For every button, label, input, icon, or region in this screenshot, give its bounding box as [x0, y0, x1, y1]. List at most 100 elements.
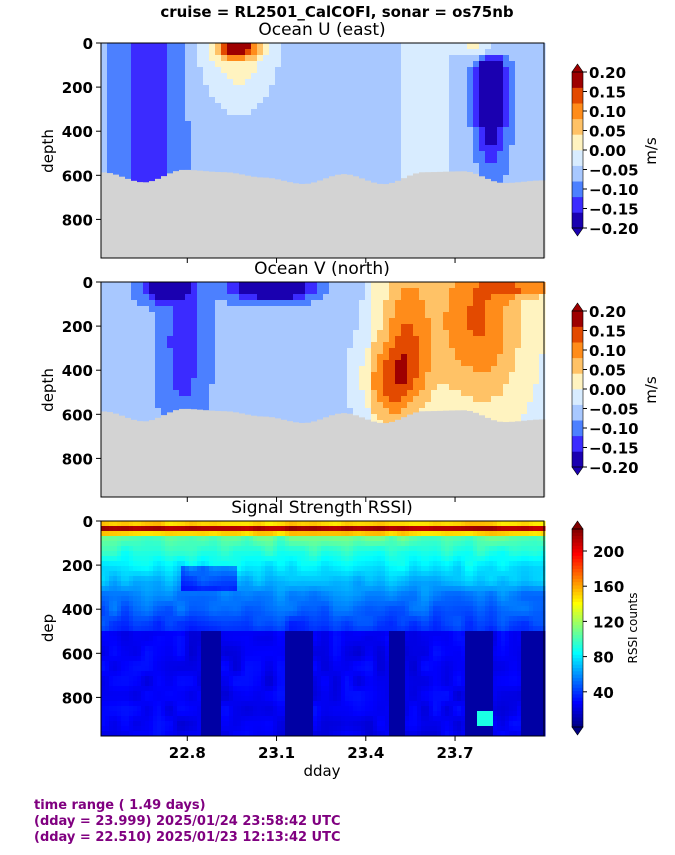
heatmap-cell: [119, 282, 126, 289]
heatmap-cell: [383, 181, 390, 185]
heatmap-cell: [143, 91, 150, 98]
heatmap-cell: [215, 163, 222, 170]
seafloor-fill: [515, 182, 522, 258]
heatmap-cell: [515, 414, 522, 421]
heatmap-cell: [213, 726, 218, 732]
heatmap-cell: [533, 91, 540, 98]
heatmap-cell: [153, 616, 158, 622]
heatmap-cell: [209, 378, 216, 385]
heatmap-cell: [233, 97, 240, 104]
heatmap-cell: [359, 43, 366, 50]
seafloor-fill: [209, 410, 216, 497]
heatmap-cell: [213, 626, 218, 632]
heatmap-cell: [225, 611, 230, 617]
heatmap-cell: [113, 151, 120, 158]
heatmap-cell: [371, 402, 378, 409]
heatmap-cell: [281, 127, 288, 134]
heatmap-cell: [455, 378, 462, 385]
heatmap-cell: [129, 701, 134, 707]
heatmap-cell: [137, 282, 144, 289]
heatmap-cell: [413, 133, 420, 140]
heatmap-cell: [209, 121, 216, 128]
heatmap-cell: [497, 396, 504, 403]
heatmap-cell: [263, 67, 270, 74]
heatmap-cell: [125, 175, 132, 180]
heatmap-cell: [215, 312, 222, 319]
heatmap-cell: [119, 384, 126, 391]
heatmap-cell: [305, 420, 312, 424]
heatmap-cell: [293, 354, 300, 361]
heatmap-cell: [275, 360, 282, 367]
heatmap-cell: [131, 67, 138, 74]
heatmap-cell: [251, 61, 258, 68]
heatmap-cell: [461, 151, 468, 158]
heatmap-cell: [189, 681, 194, 687]
heatmap-cell: [245, 324, 252, 331]
heatmap-cell: [165, 641, 170, 647]
heatmap-cell: [491, 348, 498, 355]
heatmap-cell: [377, 103, 384, 110]
heatmap-cell: [383, 282, 390, 289]
heatmap-cell: [125, 55, 132, 62]
heatmap-cell: [413, 288, 420, 295]
heatmap-cell: [479, 169, 486, 176]
heatmap-cell: [113, 531, 118, 537]
heatmap-cell: [191, 121, 198, 128]
heatmap-cell: [395, 342, 402, 349]
heatmap-cell: [401, 103, 408, 110]
heatmap-cell: [269, 348, 276, 355]
heatmap-cell: [177, 531, 182, 537]
heatmap-cell: [413, 157, 420, 164]
heatmap-cell: [239, 103, 246, 110]
heatmap-cell: [197, 115, 204, 122]
heatmap-cell: [251, 354, 258, 361]
heatmap-cell: [221, 556, 226, 562]
heatmap-cell: [105, 681, 110, 687]
heatmap-cell: [203, 97, 210, 104]
heatmap-cell: [101, 342, 108, 349]
heatmap-cell: [205, 586, 210, 592]
heatmap-cell: [179, 330, 186, 337]
heatmap-cell: [191, 330, 198, 337]
heatmap-cell: [389, 49, 396, 56]
heatmap-cell: [165, 586, 170, 592]
heatmap-cell: [281, 402, 288, 409]
heatmap-cell: [299, 103, 306, 110]
heatmap-cell: [205, 641, 210, 647]
seafloor-fill: [497, 182, 504, 258]
heatmap-cell: [201, 696, 206, 702]
seafloor-fill: [299, 183, 306, 258]
heatmap-cell: [365, 312, 372, 319]
heatmap-cell: [227, 109, 234, 116]
heatmap-cell: [329, 282, 336, 289]
heatmap-cell: [281, 121, 288, 128]
heatmap-cell: [169, 641, 174, 647]
heatmap-cell: [107, 127, 114, 134]
heatmap-cell: [371, 360, 378, 367]
heatmap-cell: [145, 621, 150, 627]
heatmap-cell: [201, 666, 206, 672]
heatmap-cell: [157, 561, 162, 567]
heatmap-cell: [437, 402, 444, 409]
heatmap-cell: [179, 378, 186, 385]
heatmap-cell: [193, 521, 198, 527]
heatmap-cell: [161, 586, 166, 592]
heatmap-cell: [105, 651, 110, 657]
heatmap-cell: [311, 127, 318, 134]
heatmap-cell: [239, 348, 246, 355]
heatmap-cell: [193, 526, 198, 532]
heatmap-cell: [173, 306, 180, 313]
heatmap-cell: [197, 521, 202, 527]
heatmap-cell: [189, 541, 194, 547]
heatmap-cell: [221, 163, 228, 170]
heatmap-cell: [263, 360, 270, 367]
heatmap-cell: [497, 85, 504, 92]
heatmap-cell: [455, 67, 462, 74]
heatmap-cell: [425, 97, 432, 104]
heatmap-cell: [125, 726, 130, 732]
heatmap-cell: [113, 312, 120, 319]
heatmap-cell: [413, 282, 420, 289]
heatmap-cell: [263, 324, 270, 331]
heatmap-cell: [467, 169, 474, 173]
heatmap-cell: [491, 288, 498, 295]
